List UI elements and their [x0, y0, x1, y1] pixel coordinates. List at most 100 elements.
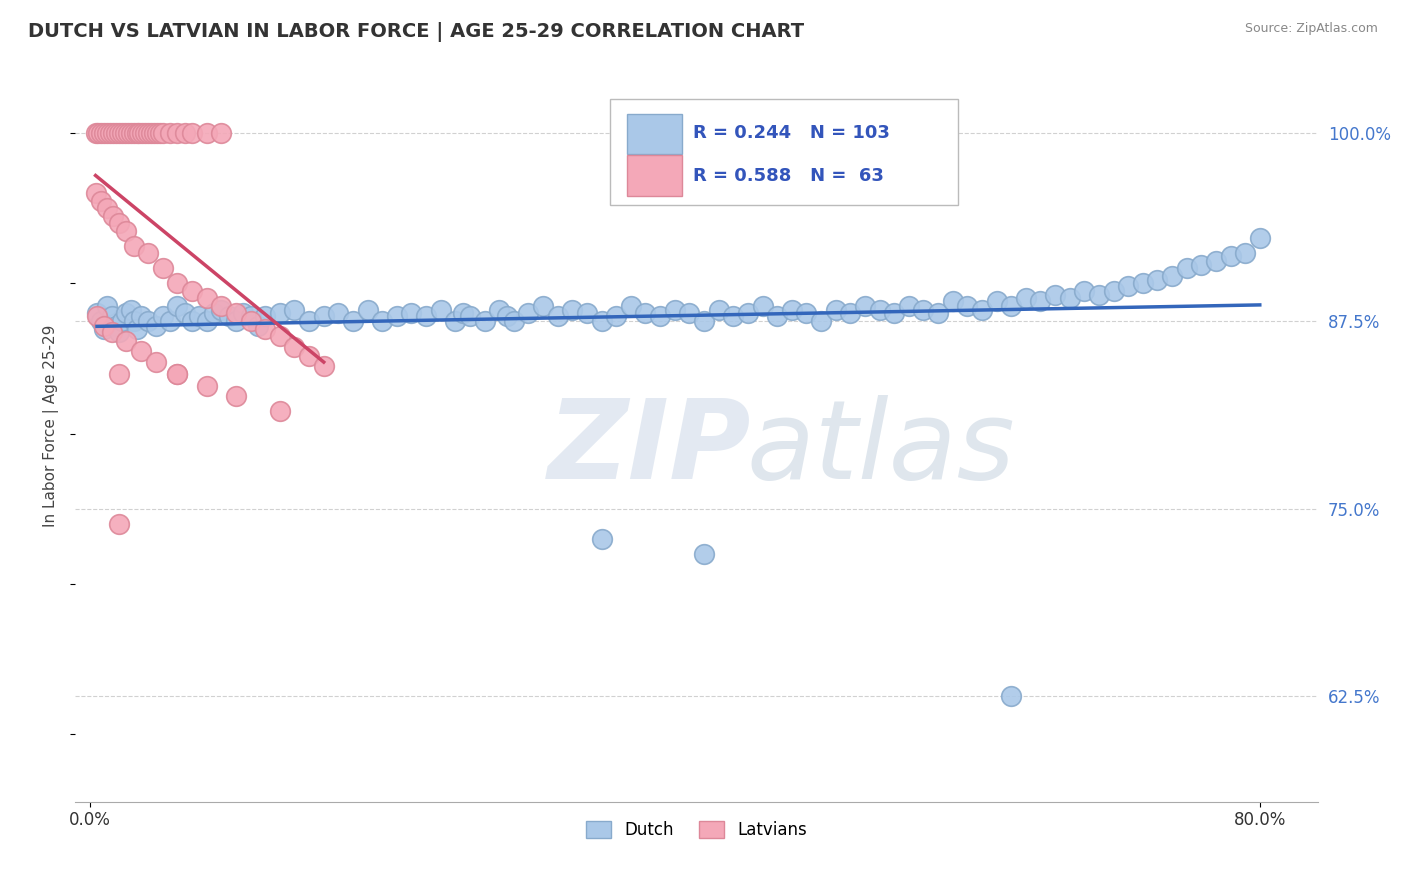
Dutch — [328, 306, 350, 320]
Dutch — [86, 306, 108, 320]
Dutch — [269, 306, 291, 320]
Latvians — [87, 126, 110, 140]
Latvians — [283, 339, 305, 353]
Dutch — [120, 303, 142, 318]
Dutch — [1205, 254, 1227, 268]
Dutch — [737, 306, 759, 320]
Latvians — [209, 126, 232, 140]
Dutch — [883, 306, 905, 320]
Dutch — [707, 303, 730, 318]
Latvians — [269, 329, 291, 343]
Latvians — [141, 126, 163, 140]
Dutch — [202, 306, 225, 320]
Latvians — [166, 367, 188, 381]
Dutch — [181, 314, 204, 328]
Latvians — [225, 306, 247, 320]
Latvians — [122, 126, 145, 140]
Dutch — [166, 299, 188, 313]
Latvians — [108, 516, 131, 531]
Dutch — [159, 314, 181, 328]
Dutch — [136, 314, 159, 328]
Dutch — [1000, 690, 1022, 704]
Text: ZIP: ZIP — [547, 395, 751, 502]
Dutch — [634, 306, 657, 320]
Latvians — [254, 321, 277, 335]
Latvians — [93, 126, 115, 140]
Latvians — [152, 126, 174, 140]
Latvians — [166, 277, 188, 291]
Latvians — [143, 126, 166, 140]
Latvians — [105, 126, 128, 140]
Dutch — [1175, 261, 1198, 276]
Text: R = 0.244   N = 103: R = 0.244 N = 103 — [693, 124, 890, 143]
Dutch — [751, 299, 773, 313]
Dutch — [693, 547, 716, 561]
Y-axis label: In Labor Force | Age 25-29: In Labor Force | Age 25-29 — [44, 325, 59, 527]
Dutch — [547, 310, 569, 324]
Dutch — [1000, 299, 1022, 313]
Dutch — [1043, 288, 1066, 302]
Dutch — [96, 299, 118, 313]
Latvians — [108, 216, 131, 230]
Legend: Dutch, Latvians: Dutch, Latvians — [579, 814, 814, 846]
Dutch — [678, 306, 700, 320]
Dutch — [1234, 246, 1257, 260]
Latvians — [84, 186, 107, 201]
Dutch — [429, 303, 451, 318]
Latvians — [159, 126, 181, 140]
Latvians — [136, 126, 159, 140]
Dutch — [839, 306, 862, 320]
Dutch — [650, 310, 672, 324]
Dutch — [942, 294, 965, 309]
Dutch — [986, 294, 1008, 309]
Latvians — [145, 354, 167, 368]
Dutch — [283, 303, 305, 318]
Dutch — [254, 310, 277, 324]
Dutch — [298, 314, 321, 328]
Latvians — [125, 126, 148, 140]
Dutch — [225, 314, 247, 328]
Dutch — [93, 321, 115, 335]
Dutch — [239, 310, 262, 324]
Dutch — [912, 303, 935, 318]
Dutch — [129, 310, 152, 324]
Dutch — [531, 299, 554, 313]
Dutch — [693, 314, 716, 328]
Latvians — [108, 126, 131, 140]
Dutch — [246, 318, 269, 333]
Dutch — [927, 306, 949, 320]
Latvians — [166, 126, 188, 140]
Latvians — [117, 126, 139, 140]
Latvians — [239, 314, 262, 328]
Text: atlas: atlas — [747, 395, 1015, 502]
Dutch — [122, 314, 145, 328]
Latvians — [225, 389, 247, 403]
Latvians — [146, 126, 169, 140]
Latvians — [98, 126, 121, 140]
Dutch — [1219, 249, 1241, 263]
Dutch — [897, 299, 920, 313]
Latvians — [312, 359, 335, 373]
Latvians — [93, 318, 115, 333]
FancyBboxPatch shape — [610, 100, 957, 204]
Dutch — [591, 314, 613, 328]
Dutch — [591, 532, 613, 546]
Dutch — [620, 299, 643, 313]
Latvians — [108, 367, 131, 381]
Dutch — [780, 303, 803, 318]
Text: R = 0.588   N =  63: R = 0.588 N = 63 — [693, 167, 884, 185]
Dutch — [232, 306, 254, 320]
Dutch — [385, 310, 408, 324]
Latvians — [209, 299, 232, 313]
Latvians — [90, 126, 112, 140]
Latvians — [96, 202, 118, 216]
Dutch — [970, 303, 993, 318]
Dutch — [209, 303, 232, 318]
Dutch — [956, 299, 979, 313]
Latvians — [120, 126, 142, 140]
Dutch — [111, 314, 134, 328]
Dutch — [152, 310, 174, 324]
Latvians — [90, 194, 112, 208]
Dutch — [371, 314, 394, 328]
Dutch — [415, 310, 437, 324]
